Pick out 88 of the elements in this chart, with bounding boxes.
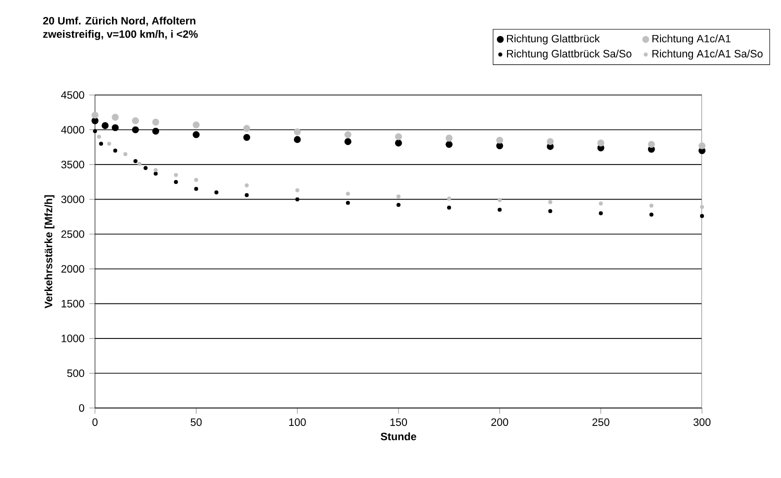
point bbox=[597, 140, 604, 146]
point bbox=[113, 148, 118, 153]
legend-label: Richtung A1c/A1 Sa/So bbox=[652, 50, 763, 60]
chart-title: 20 Umf. Zürich Nord, Affoltern bbox=[43, 16, 196, 26]
point bbox=[152, 118, 160, 126]
point bbox=[294, 136, 301, 143]
point bbox=[446, 140, 453, 148]
point bbox=[447, 206, 452, 210]
point bbox=[192, 131, 200, 138]
y-tick-label: 0 bbox=[79, 404, 84, 412]
chart-subtitle: zweistreifig, v=100 km/h, i <2% bbox=[43, 30, 198, 40]
point bbox=[144, 166, 148, 170]
y-tick-label: 1000 bbox=[62, 334, 84, 342]
point bbox=[154, 168, 158, 172]
point bbox=[214, 190, 218, 194]
point bbox=[123, 152, 128, 156]
point bbox=[133, 159, 138, 164]
point bbox=[698, 142, 706, 150]
point bbox=[649, 204, 654, 208]
legend-label: Richtung Glattbrück bbox=[507, 34, 600, 45]
point bbox=[92, 112, 98, 119]
point bbox=[396, 202, 401, 207]
point bbox=[598, 202, 603, 206]
x-tick-label: 200 bbox=[491, 418, 508, 426]
point bbox=[498, 208, 502, 212]
point bbox=[498, 198, 502, 202]
point bbox=[295, 188, 300, 192]
point bbox=[99, 142, 104, 146]
point bbox=[244, 183, 249, 188]
point bbox=[395, 140, 402, 146]
legend-label: Richtung A1c/A1 bbox=[652, 34, 730, 45]
x-tick-label: 50 bbox=[190, 418, 202, 426]
point bbox=[447, 196, 452, 201]
point bbox=[192, 121, 200, 128]
point bbox=[346, 200, 350, 205]
x-tick-label: 300 bbox=[694, 418, 710, 426]
point bbox=[295, 197, 300, 202]
point bbox=[446, 134, 453, 142]
y-tick-label: 3500 bbox=[61, 160, 84, 168]
y-axis-title: Verkehrsstärke [Mfz/h] bbox=[44, 195, 54, 308]
point bbox=[496, 142, 504, 150]
point bbox=[649, 212, 654, 217]
point bbox=[294, 128, 301, 136]
point bbox=[194, 186, 198, 191]
point bbox=[132, 117, 139, 124]
point bbox=[346, 192, 350, 196]
point bbox=[174, 172, 178, 177]
x-axis-title: Stunde bbox=[380, 432, 416, 440]
x-tick-label: 100 bbox=[289, 418, 306, 426]
point bbox=[154, 172, 158, 176]
point bbox=[107, 142, 112, 146]
point bbox=[138, 162, 142, 166]
point bbox=[648, 140, 655, 148]
y-tick-label: 2500 bbox=[61, 230, 84, 238]
y-tick-label: 1500 bbox=[62, 300, 84, 308]
point bbox=[152, 128, 160, 135]
point bbox=[496, 136, 504, 144]
point bbox=[396, 194, 401, 199]
y-tick-label: 2000 bbox=[61, 265, 84, 273]
point bbox=[92, 129, 97, 134]
y-tick-label: 4000 bbox=[61, 126, 84, 134]
x-tick-label: 150 bbox=[390, 418, 407, 426]
x-tick-label: 250 bbox=[592, 418, 610, 426]
y-tick-label: 500 bbox=[67, 369, 84, 377]
point bbox=[244, 193, 249, 198]
point bbox=[112, 124, 119, 132]
legend-label: Richtung Glattbrück Sa/So bbox=[507, 50, 632, 60]
point bbox=[548, 200, 552, 204]
point bbox=[102, 122, 109, 130]
point bbox=[548, 209, 552, 214]
point bbox=[112, 114, 119, 121]
point bbox=[700, 204, 704, 209]
point bbox=[344, 131, 352, 138]
point bbox=[700, 214, 704, 218]
point bbox=[546, 138, 554, 146]
point bbox=[174, 180, 178, 184]
point bbox=[395, 133, 402, 140]
x-tick-label: 0 bbox=[92, 418, 98, 426]
y-tick-label: 4500 bbox=[61, 91, 84, 99]
point bbox=[598, 211, 603, 216]
point bbox=[344, 138, 352, 146]
point bbox=[194, 178, 198, 182]
point bbox=[92, 117, 98, 124]
point bbox=[132, 126, 139, 134]
point bbox=[243, 124, 250, 132]
point bbox=[97, 134, 102, 139]
point bbox=[243, 134, 250, 141]
y-tick-label: 3000 bbox=[61, 196, 84, 204]
